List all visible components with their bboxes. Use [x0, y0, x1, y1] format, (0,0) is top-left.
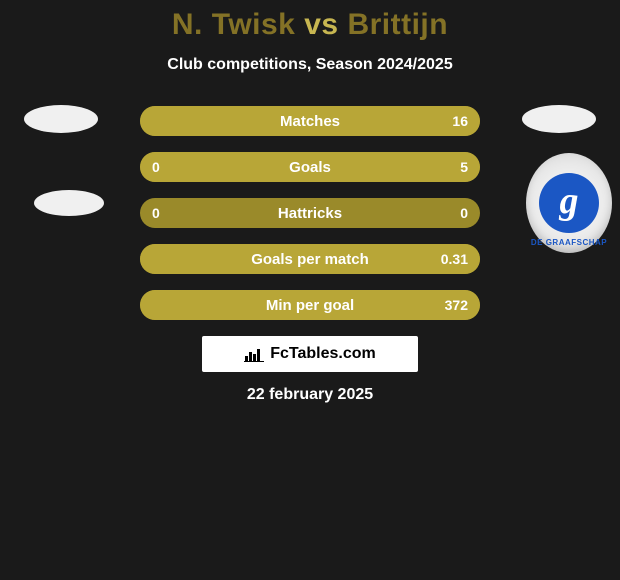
stat-value-left: 0 — [152, 159, 160, 175]
stat-value-right: 0.31 — [441, 251, 468, 267]
stats-section: g DE GRAAFSCHAP Matches 16 0 Goals 5 0 Hattric… — [0, 106, 620, 320]
page-title: N. Twisk vs Brittijn — [0, 8, 620, 42]
logo-ring-text: DE GRAAFSCHAP — [526, 238, 612, 247]
stat-label: Min per goal — [266, 297, 354, 314]
stat-value-left: 0 — [152, 205, 160, 221]
stat-row: Matches 16 — [140, 106, 480, 136]
stat-value-right: 5 — [460, 159, 468, 175]
player2-name: Brittijn — [347, 8, 448, 41]
stat-label: Goals — [289, 159, 331, 176]
stat-row: 0 Goals 5 — [140, 152, 480, 182]
logo-inner: g — [539, 173, 599, 233]
fctables-label: FcTables.com — [270, 345, 376, 363]
fctables-badge[interactable]: FcTables.com — [202, 336, 418, 372]
stat-row: Goals per match 0.31 — [140, 244, 480, 274]
player2-team-logo: g DE GRAAFSCHAP — [526, 160, 612, 246]
stat-value-right: 0 — [460, 205, 468, 221]
subtitle: Club competitions, Season 2024/2025 — [0, 56, 620, 74]
team-logo-placeholder-icon — [34, 190, 104, 216]
stat-label: Matches — [280, 113, 340, 130]
stat-row: Min per goal 372 — [140, 290, 480, 320]
stat-value-right: 16 — [452, 113, 468, 129]
stat-row: 0 Hattricks 0 — [140, 198, 480, 228]
logo-letter: g — [560, 182, 579, 220]
stat-label: Goals per match — [251, 251, 369, 268]
stat-value-right: 372 — [445, 297, 468, 313]
player1-team-logo — [26, 160, 112, 246]
player1-avatar — [20, 78, 102, 160]
bar-chart-icon — [244, 346, 264, 362]
player1-name: N. Twisk — [172, 8, 295, 41]
de-graafschap-logo-icon: g DE GRAAFSCHAP — [526, 153, 612, 253]
avatar-placeholder-icon — [522, 105, 596, 133]
date-label: 22 february 2025 — [0, 386, 620, 404]
player2-avatar — [518, 78, 600, 160]
avatar-placeholder-icon — [24, 105, 98, 133]
vs-separator: vs — [304, 8, 338, 41]
comparison-card: N. Twisk vs Brittijn Club competitions, … — [0, 0, 620, 404]
stat-label: Hattricks — [278, 205, 342, 222]
